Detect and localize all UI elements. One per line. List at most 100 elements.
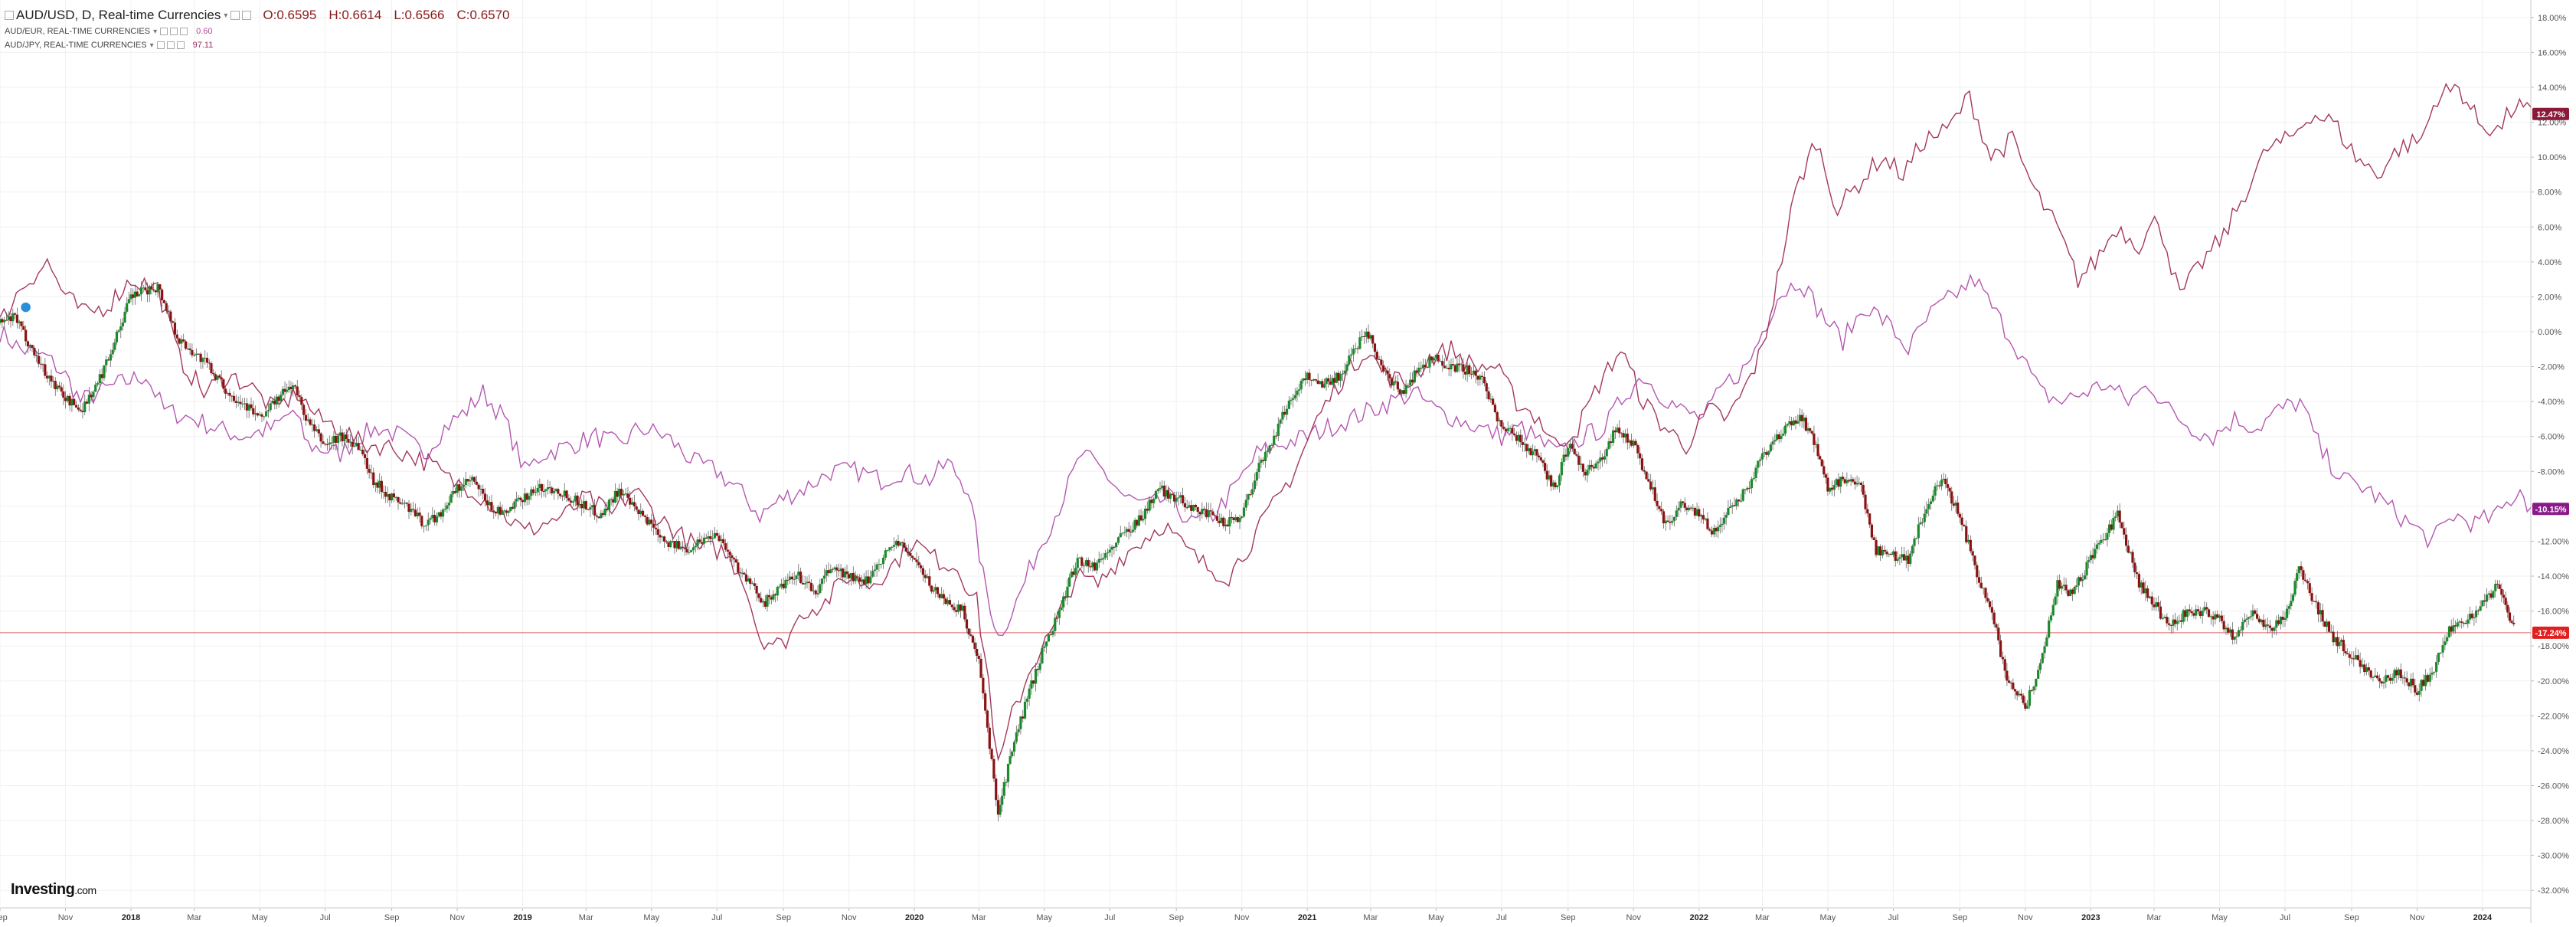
high-value: H:0.6614 bbox=[329, 8, 382, 22]
candle-body bbox=[2391, 677, 2394, 681]
candle-body bbox=[938, 594, 941, 598]
candle-body bbox=[277, 396, 280, 401]
main-symbol-title[interactable]: AUD/USD, D, Real-time Currencies bbox=[16, 8, 221, 22]
candle-body bbox=[928, 576, 931, 586]
candle-body bbox=[1712, 527, 1715, 535]
x-tick-label: Mar bbox=[187, 913, 201, 922]
candle-body bbox=[50, 375, 53, 382]
candle-body bbox=[1628, 440, 1631, 443]
candle-body bbox=[917, 562, 920, 565]
collapse-icon[interactable] bbox=[5, 11, 14, 20]
candle-body bbox=[1017, 729, 1020, 732]
compare-label[interactable]: AUD/EUR, REAL-TIME CURRENCIES bbox=[5, 27, 151, 36]
close-icon[interactable] bbox=[180, 28, 188, 35]
candle-body bbox=[1666, 520, 1669, 522]
candle-body bbox=[1699, 515, 1703, 517]
chevron-down-icon[interactable]: ▾ bbox=[224, 11, 228, 20]
candle-body bbox=[2342, 640, 2345, 652]
compare-row-audeur[interactable]: AUD/EUR, REAL-TIME CURRENCIES ▾ 0.60 bbox=[5, 25, 522, 38]
candle-body bbox=[119, 326, 123, 331]
candle-body bbox=[1558, 475, 1561, 486]
candle-body bbox=[1369, 335, 1372, 339]
candle-body bbox=[1131, 529, 1135, 532]
x-axis: Sep Nov 2018 Mar May Jul Sep Nov 2019 Mar May Jul Se… bbox=[0, 908, 2493, 922]
candle-body bbox=[1215, 516, 1219, 521]
candle-body bbox=[15, 314, 19, 323]
y-tick-label: -2.00% bbox=[2538, 363, 2565, 372]
chevron-down-icon[interactable]: ▾ bbox=[149, 41, 154, 50]
settings-icon[interactable] bbox=[170, 28, 178, 35]
candle-body bbox=[1367, 331, 1370, 339]
candle-body bbox=[860, 579, 864, 582]
candle-body bbox=[1133, 519, 1136, 530]
candle-body bbox=[388, 494, 391, 501]
candle-body bbox=[1293, 395, 1296, 398]
candle-body bbox=[1750, 479, 1754, 489]
candle-body bbox=[1500, 420, 1503, 427]
chevron-down-icon[interactable]: ▾ bbox=[153, 27, 158, 36]
candle-body bbox=[2007, 680, 2011, 683]
candle-body bbox=[2144, 588, 2147, 594]
compare-row-audjpy[interactable]: AUD/JPY, REAL-TIME CURRENCIES ▾ 97.11 bbox=[5, 38, 522, 52]
eye-icon[interactable] bbox=[160, 28, 168, 35]
settings-icon[interactable] bbox=[166, 41, 175, 49]
event-marker[interactable] bbox=[19, 301, 32, 313]
candle-body bbox=[2334, 637, 2337, 643]
candle-body bbox=[462, 485, 466, 487]
candle-body bbox=[977, 656, 980, 659]
candle-body bbox=[2426, 675, 2430, 682]
candle-body bbox=[2097, 542, 2100, 545]
candle-body bbox=[1535, 449, 1538, 456]
candle-body bbox=[525, 493, 528, 500]
candle-body bbox=[1470, 374, 1473, 375]
candle-body bbox=[1806, 428, 1809, 431]
candle-body bbox=[571, 501, 575, 503]
candle-body bbox=[607, 500, 611, 510]
close-icon[interactable] bbox=[242, 11, 252, 20]
candle-body bbox=[26, 341, 30, 347]
candle-body bbox=[1679, 501, 1682, 508]
candle-body bbox=[2071, 589, 2074, 595]
candle-body bbox=[1041, 647, 1044, 663]
settings-icon[interactable] bbox=[230, 11, 240, 20]
candle-body bbox=[888, 547, 891, 551]
candle-body bbox=[722, 539, 725, 544]
candle-body bbox=[601, 513, 605, 516]
candle-body bbox=[821, 578, 824, 585]
candle-body bbox=[182, 339, 185, 342]
candle-body bbox=[431, 515, 434, 519]
candle-body bbox=[967, 628, 970, 635]
candle-body bbox=[2350, 657, 2353, 659]
candle-body bbox=[2363, 664, 2366, 673]
candle-body bbox=[2470, 614, 2473, 618]
last-value-badge-bg bbox=[2532, 503, 2569, 516]
candle-body bbox=[2290, 601, 2293, 607]
candle-body bbox=[1735, 500, 1738, 506]
candle-body bbox=[195, 353, 198, 355]
candle-body bbox=[1737, 500, 1741, 502]
investing-logo[interactable]: Investing.com bbox=[11, 881, 96, 899]
candle-body bbox=[382, 492, 385, 493]
candle-body bbox=[1012, 742, 1016, 752]
candle-body bbox=[1573, 448, 1576, 454]
eye-icon[interactable] bbox=[156, 41, 165, 49]
candle-body bbox=[1220, 517, 1223, 523]
candle-body bbox=[1350, 354, 1353, 356]
compare-label[interactable]: AUD/JPY, REAL-TIME CURRENCIES bbox=[5, 41, 147, 50]
candle-body bbox=[1990, 607, 1993, 613]
candle-body bbox=[37, 355, 41, 364]
candle-body bbox=[2296, 573, 2299, 581]
candle-body bbox=[1327, 378, 1330, 382]
candle-body bbox=[386, 494, 389, 497]
candle-body bbox=[1251, 489, 1254, 495]
candle-body bbox=[2409, 678, 2413, 686]
candle-body bbox=[115, 332, 119, 342]
candle-body bbox=[2422, 680, 2425, 686]
y-tick-label: 12.00% bbox=[2538, 119, 2567, 128]
candle-body bbox=[2220, 615, 2223, 621]
candle-body bbox=[1329, 381, 1332, 385]
close-icon[interactable] bbox=[176, 41, 185, 49]
main-symbol-row[interactable]: AUD/USD, D, Real-time Currencies ▾ O:0.6… bbox=[5, 6, 522, 25]
candle-body bbox=[2001, 657, 2005, 660]
